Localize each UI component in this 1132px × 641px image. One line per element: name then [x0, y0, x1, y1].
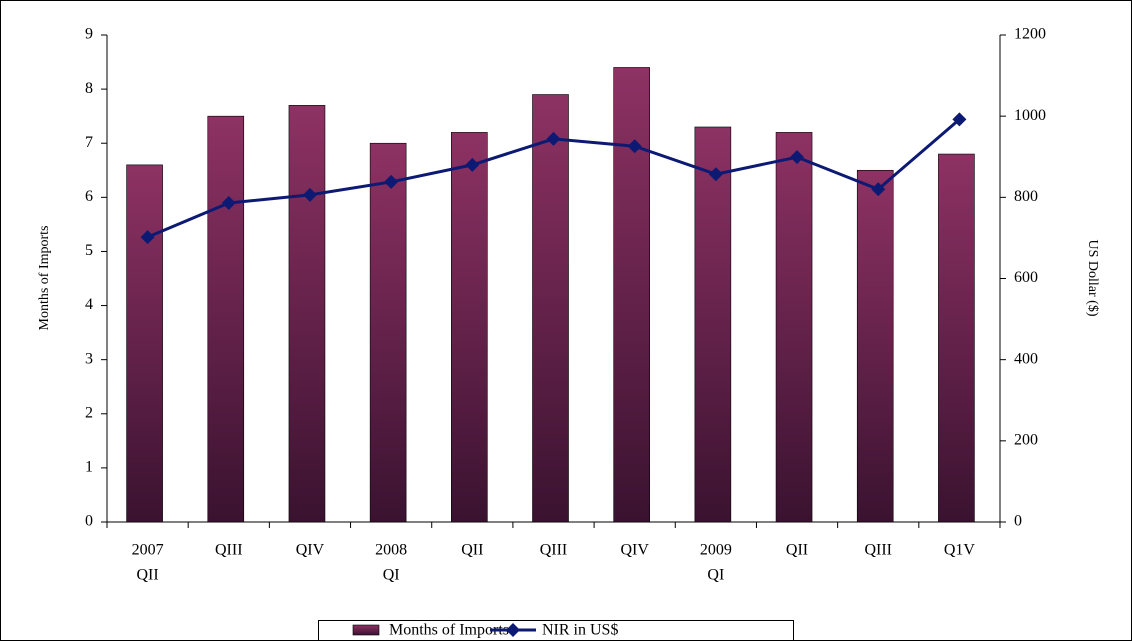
y2-tick-label: 0: [1014, 513, 1022, 530]
x-tick-label: QII: [461, 542, 483, 559]
x-tick-label: QIV: [296, 542, 325, 559]
legend-label: NIR in US$: [542, 622, 618, 639]
y-tick-label: 5: [85, 242, 93, 259]
marker: [221, 196, 236, 211]
x-tick-label: QI: [707, 567, 724, 584]
y2-tick-label: 800: [1014, 188, 1038, 205]
bar: [856, 169, 894, 523]
bar: [694, 126, 732, 523]
x-tick-label: QIII: [215, 542, 243, 559]
marker: [790, 150, 805, 165]
y-tick-label: 3: [85, 350, 93, 367]
y-tick-label: 2: [85, 404, 93, 421]
y2-tick-label: 400: [1014, 350, 1038, 367]
y-tick-label: 7: [85, 134, 93, 151]
y-tick-label: 4: [85, 296, 93, 313]
marker: [708, 167, 723, 182]
marker: [302, 187, 317, 202]
x-tick-label: QIV: [620, 542, 649, 559]
bar: [369, 142, 407, 523]
marker: [871, 182, 886, 197]
x-tick-label: 2007: [132, 542, 164, 559]
y-tick-label: 8: [85, 80, 93, 97]
x-tick-label: QIII: [540, 542, 568, 559]
bar: [451, 132, 488, 523]
y-tick-label: 0: [85, 513, 93, 530]
marker: [465, 157, 480, 172]
marker: [952, 112, 967, 127]
x-tick-label: Q1V: [944, 542, 976, 559]
legend-swatch: [352, 624, 380, 636]
y2-tick-label: 200: [1014, 432, 1038, 449]
y-tick-label: 9: [85, 26, 93, 43]
y2-axis-title: US Dollar ($): [1085, 240, 1100, 317]
bar: [613, 67, 650, 523]
marker: [384, 174, 399, 189]
bar: [126, 164, 163, 523]
y2-tick-label: 600: [1014, 269, 1038, 286]
x-tick-label: QII: [786, 542, 808, 559]
legend-label: Months of Imports: [389, 622, 509, 639]
bar: [532, 94, 569, 523]
y-tick-label: 1: [85, 459, 93, 476]
bar: [938, 153, 975, 523]
bar: [288, 105, 326, 523]
legend-marker: [506, 623, 520, 637]
y-tick-label: 6: [85, 188, 93, 205]
x-tick-label: 2008: [375, 542, 407, 559]
marker: [140, 230, 155, 245]
x-tick-label: QII: [136, 567, 158, 584]
bar: [775, 132, 813, 523]
marker: [546, 131, 561, 146]
y2-tick-label: 1000: [1014, 107, 1046, 124]
y2-tick-label: 1200: [1014, 26, 1046, 43]
x-tick-label: QIII: [864, 542, 892, 559]
y-axis-title: Months of Imports: [37, 226, 52, 331]
bar: [207, 115, 245, 523]
x-tick-label: QI: [383, 567, 400, 584]
marker: [627, 139, 642, 154]
x-tick-label: 2009: [700, 542, 732, 559]
